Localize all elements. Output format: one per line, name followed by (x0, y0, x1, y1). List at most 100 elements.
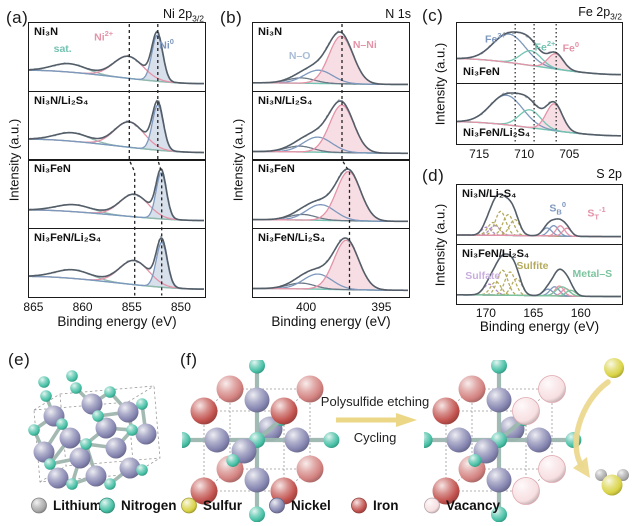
sample-label: Ni₃FeN (258, 163, 295, 175)
component-curve-sulfate (457, 225, 621, 238)
nickel-atom (117, 401, 139, 423)
xps-subpanel-d-1: Ni₃FeN/Li₂S₄ Sulfate Sulfite Metal–S (456, 243, 623, 305)
x-axis-label-b: Binding energy (eV) (271, 314, 391, 329)
spectra-plot (253, 29, 408, 86)
spectra-plot (457, 91, 621, 137)
x-tick-label: 705 (559, 147, 580, 161)
nickel-atom (244, 387, 270, 413)
iron-atom (190, 397, 218, 425)
x-ticks-d: 170 165 160 (456, 306, 623, 320)
nickel-atom (446, 427, 472, 453)
peak-label: SB0 (549, 200, 566, 217)
x-tick-label: 170 (475, 306, 496, 320)
x-ticks-b: 400 395 (252, 300, 410, 314)
y-axis-label-a: Intensity (a.u.) (6, 118, 22, 202)
nitrogen-atom (44, 458, 56, 470)
x-tick-label: 855 (121, 300, 142, 314)
envelope-curve (253, 168, 408, 223)
xps-subpanel-a-2: Ni₃FeN (28, 159, 206, 229)
lithium-atom (617, 469, 629, 481)
vacancy-site (512, 397, 540, 425)
raw-data-curve (29, 98, 204, 153)
nitrogen-atom (323, 432, 340, 448)
nitrogen-atom (28, 424, 40, 436)
nickel-atom (244, 467, 270, 493)
lithium-atom (31, 497, 47, 514)
peak-fill (253, 104, 408, 153)
panel-title-c: Fe 2p3/2 (578, 5, 622, 22)
sample-label: Ni₃N/Li₂S₄ (258, 94, 313, 107)
panel-letter-a: (a) (6, 8, 29, 27)
nitrogen-atom (66, 478, 78, 490)
component-curve-Ni2+ (29, 259, 204, 290)
panel-letter-e: (e) (8, 350, 31, 369)
nitrogen-atom (40, 390, 52, 402)
nitrogen-atom (70, 382, 82, 394)
nickel-atom (526, 427, 552, 453)
sample-label: Ni₃N (34, 26, 59, 38)
envelope-curve (29, 99, 204, 153)
nickel-atom (269, 497, 285, 514)
peak-label: ST-1 (587, 205, 606, 222)
x-tick-label: 710 (514, 147, 535, 161)
iron-atom (270, 397, 298, 425)
envelope-curve (29, 168, 204, 222)
atoms-front (432, 397, 540, 505)
peak-label: N–Ni (352, 39, 377, 52)
nitrogen-atom (136, 398, 148, 410)
sulfur-atom (181, 497, 197, 514)
peak-label: Fe3+ (485, 30, 506, 46)
nickel-atom (119, 457, 141, 479)
xps-panel-c: Ni₃FeN Fe3+ Fe2+ Fe0 Ni₃FeN/Li₂S₄ (456, 22, 623, 145)
envelope-curve (29, 31, 204, 85)
sample-label: Ni₃FeN/Li₂S₄ (34, 231, 102, 244)
spectra-plot (457, 252, 621, 297)
iron-atom (432, 477, 460, 505)
right-arrow-icon (336, 412, 418, 428)
vacancy-site (512, 477, 540, 505)
sample-label: Ni₃N/Li₂S₄ (462, 188, 517, 200)
xps-subpanel-b-3: Ni₃FeN/Li₂S₄ (252, 227, 410, 298)
crystal-structure-ni3n (10, 360, 178, 492)
nickel-atom (135, 423, 157, 445)
vacancy-ball-icon (423, 496, 441, 514)
panel-title-b: N 1s (385, 7, 411, 21)
nitrogen-atom (66, 370, 78, 382)
spectra-plot (253, 168, 408, 223)
iron-atom (351, 497, 367, 514)
xps-subpanel-c-0: Ni₃FeN Fe3+ Fe2+ Fe0 (456, 22, 623, 84)
x-ticks-a: 865 860 855 850 (23, 300, 206, 314)
envelope-curve (253, 31, 408, 86)
envelope-curve (457, 252, 621, 297)
iron-atom (190, 477, 218, 505)
nitrogen-atom (104, 386, 116, 398)
peak-label: Sulfate (465, 270, 501, 283)
envelope-curve (457, 193, 621, 238)
peak-label: sat. (53, 43, 72, 56)
xps-subpanel-b-0: Ni₃N N–O N–Ni (252, 22, 410, 92)
panel-letter-b: (b) (220, 8, 243, 27)
y-axis-label-c: Intensity (a.u.) (432, 42, 448, 126)
legend-label: Nickel (291, 497, 331, 513)
nickel-atom (85, 465, 107, 487)
vacancy-site (538, 375, 566, 403)
nitrogen-atom (226, 453, 240, 467)
sample-label: Ni₃N (258, 26, 283, 38)
raw-data-curve (29, 166, 204, 221)
panel-letter-f: (f) (180, 350, 198, 369)
legend-label: Vacancy (446, 497, 501, 513)
legend-item-lithium: Lithium (30, 496, 102, 514)
peak-fill (29, 172, 204, 221)
component-curve-Ni2+ (29, 120, 204, 153)
vacancy-site (538, 455, 566, 483)
nickel-atom (486, 467, 512, 493)
spectra-plot (253, 98, 408, 154)
peak-label: Ni2+ (94, 29, 114, 44)
lithium-atom (595, 469, 607, 481)
spectra-plot (457, 193, 621, 238)
nickel-atom (95, 417, 117, 439)
peak-fill (253, 171, 408, 222)
peak-label: Fe2+ (534, 39, 556, 54)
nickel-atom (204, 427, 230, 453)
nitrogen-atom (491, 357, 507, 374)
